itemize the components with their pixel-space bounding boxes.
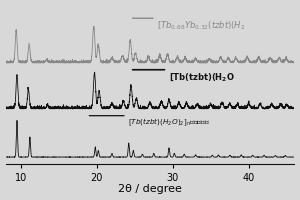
X-axis label: 2θ / degree: 2θ / degree [118, 184, 182, 194]
Text: $[Tb_{0.68}Yb_{0.32}(tzbt)(H_2$: $[Tb_{0.68}Yb_{0.32}(tzbt)(H_2$ [157, 19, 245, 32]
Text: $\mathbf{[Tb(tzbt)(H_2O}$: $\mathbf{[Tb(tzbt)(H_2O}$ [169, 71, 235, 83]
Text: $[Tb(tzbt)(H_2O)_2]_n$单晶数据模: $[Tb(tzbt)(H_2O)_2]_n$单晶数据模 [128, 116, 210, 128]
